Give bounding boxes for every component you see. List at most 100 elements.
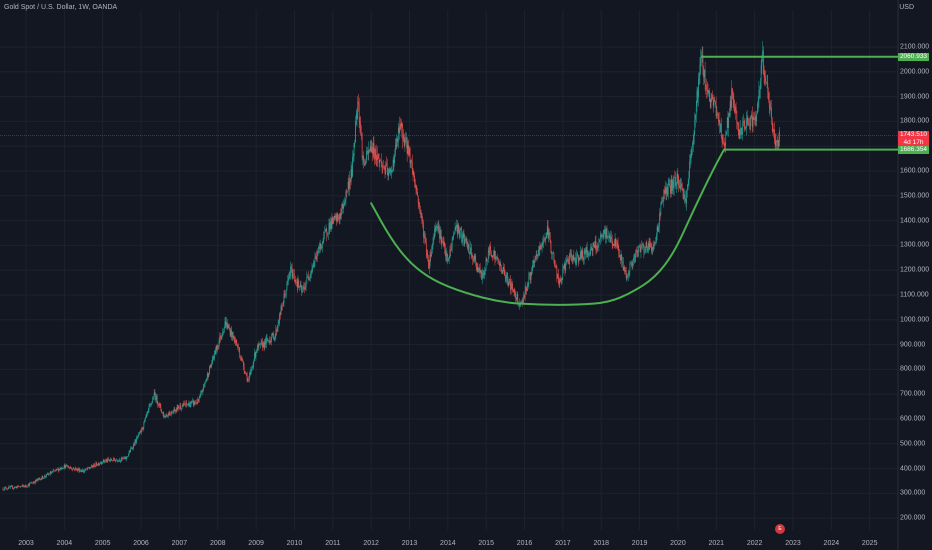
candle-body — [737, 122, 738, 125]
candle-body — [437, 226, 439, 229]
cup-curve-drawing[interactable] — [370, 148, 725, 306]
earnings-event-icon[interactable]: E — [775, 524, 785, 534]
candle-body — [210, 364, 212, 368]
candle-body — [19, 486, 21, 488]
candle-body — [122, 458, 124, 459]
candle-body — [640, 248, 642, 253]
candle-body — [107, 458, 109, 462]
candle-body — [394, 145, 396, 155]
candle-body — [118, 459, 120, 462]
candle-body — [677, 173, 679, 176]
candle-body — [313, 262, 315, 263]
candle-body — [316, 254, 318, 260]
candle-body — [683, 192, 685, 199]
candle-body — [684, 194, 685, 199]
candle-body — [468, 244, 470, 253]
candle-body — [765, 82, 767, 84]
candle-body — [220, 335, 221, 339]
candle-body — [578, 258, 580, 261]
candle-body — [612, 244, 614, 246]
candle-body — [212, 356, 213, 364]
candle-body — [277, 324, 279, 328]
candle-body — [505, 277, 507, 279]
candle-body — [611, 236, 612, 239]
candle-body — [470, 247, 472, 254]
candle-body — [636, 250, 637, 253]
candle-body — [406, 137, 408, 154]
candle-body — [616, 242, 618, 247]
candle-body — [343, 205, 345, 209]
candle-body — [181, 405, 183, 409]
candle-body — [26, 486, 28, 488]
candle-body — [102, 459, 104, 463]
candle-body — [44, 475, 46, 477]
candle-body — [709, 101, 711, 108]
candle-body — [573, 255, 575, 260]
candle-body — [270, 340, 272, 342]
candle-body — [4, 487, 6, 489]
candle-body — [490, 245, 491, 251]
candle-body — [554, 261, 555, 267]
candle-body — [25, 485, 27, 487]
candle-body — [162, 412, 164, 414]
candle-body — [380, 160, 381, 161]
candle-body — [66, 465, 67, 466]
candle-body — [695, 106, 697, 115]
candle-body — [577, 255, 579, 261]
x-tick-label: 2004 — [56, 540, 73, 547]
candle-body — [27, 484, 29, 487]
candle-body — [101, 462, 103, 464]
candle-body — [769, 106, 771, 108]
candle-body — [333, 217, 334, 225]
candle-body — [14, 486, 16, 488]
candle-body — [667, 186, 668, 196]
candle-body — [293, 273, 295, 281]
candle-body — [563, 265, 564, 269]
candle-body — [50, 472, 52, 474]
candle-body — [731, 88, 732, 108]
candle-body — [543, 239, 544, 243]
candle-body — [310, 273, 311, 278]
candle-body — [32, 482, 34, 484]
candle-body — [708, 90, 710, 93]
candle-body — [335, 215, 337, 221]
candle-body — [83, 470, 84, 472]
candle-body — [64, 464, 66, 468]
candle-body — [302, 290, 303, 292]
candle-body — [757, 103, 758, 114]
current-price-tag: 1743.510 — [898, 130, 929, 139]
candle-body — [459, 229, 461, 238]
candle-body — [417, 196, 419, 203]
candle-body — [197, 399, 199, 404]
candle-body — [144, 420, 145, 422]
candle-body — [727, 117, 729, 128]
candle-body — [501, 269, 502, 272]
candle-body — [478, 271, 480, 272]
candle-body — [675, 184, 677, 187]
candle-body — [63, 464, 65, 469]
candle-body — [633, 257, 635, 259]
candle-body — [138, 433, 140, 437]
candle-body — [687, 184, 689, 186]
candle-body — [496, 256, 498, 259]
candle-body — [413, 174, 415, 176]
candle-body — [268, 340, 269, 341]
candle-body — [414, 175, 415, 183]
candle-body — [473, 258, 474, 261]
candle-body — [433, 238, 435, 244]
candle-body — [349, 178, 350, 189]
x-tick-label: 2012 — [363, 540, 379, 547]
candle-body — [163, 413, 165, 418]
candle-body — [686, 190, 688, 204]
candle-body — [230, 330, 232, 336]
candle-body — [326, 228, 328, 235]
candle-body — [57, 468, 58, 470]
candle-body — [110, 458, 112, 461]
candle-body — [703, 68, 704, 78]
candle-body — [297, 280, 299, 288]
candle-body — [299, 287, 300, 288]
candle-body — [252, 366, 254, 367]
candle-body — [81, 471, 83, 472]
candle-body — [60, 467, 61, 470]
